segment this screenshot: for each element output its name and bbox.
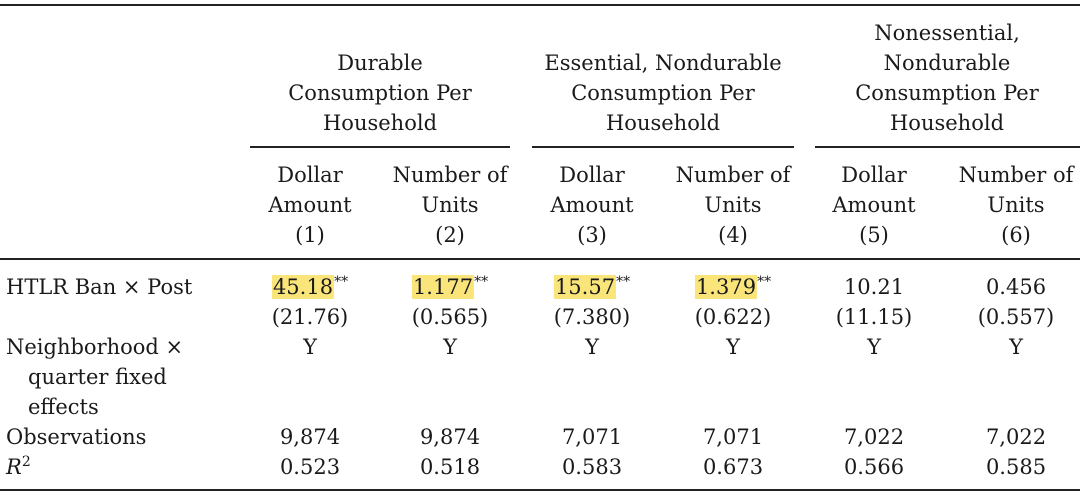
group-header-3-line-4: Household	[889, 111, 1005, 135]
significance-stars: **	[757, 274, 772, 290]
col-4-header-line-3: (4)	[718, 223, 748, 247]
obs-cell-5: 7,022	[843, 425, 905, 449]
fe-cell-6: Y	[1009, 335, 1023, 359]
row-label-observations: Observations	[6, 425, 147, 449]
group-header-2-line-3: Household	[605, 111, 721, 135]
row-label-fe-line-3: effects	[28, 395, 99, 419]
col-5-header-line-2: Amount	[832, 193, 916, 217]
fe-cell-2: Y	[443, 335, 457, 359]
col-4-header-line-2: Units	[704, 193, 762, 217]
row-label-fe-line-2: quarter fixed	[28, 365, 167, 389]
r-squared-exponent: 2	[21, 454, 31, 470]
col-2-header-line-3: (2)	[435, 223, 465, 247]
group-rule-3	[815, 146, 1080, 148]
coef-value: 1.177	[411, 275, 475, 299]
r2-cell-3: 0.583	[561, 455, 623, 479]
col-3-header-line-3: (3)	[577, 223, 607, 247]
obs-cell-3: 7,071	[561, 425, 623, 449]
coef-value: 45.18	[271, 275, 335, 299]
r2-cell-5: 0.566	[843, 455, 905, 479]
col-4-header-line-1: Number of	[675, 163, 791, 187]
group-rule-1	[250, 146, 510, 148]
col-2-header-line-2: Units	[421, 193, 479, 217]
group-header-1-line-1: Durable	[337, 51, 423, 75]
col-2-header-line-1: Number of	[392, 163, 508, 187]
group-header-2-line-1: Essential, Nondurable	[544, 51, 782, 75]
col-6-header-line-2: Units	[987, 193, 1045, 217]
row-label-htlr: HTLR Ban × Post	[6, 275, 193, 299]
fe-cell-3: Y	[585, 335, 599, 359]
significance-stars: **	[616, 274, 631, 290]
fe-cell-5: Y	[867, 335, 881, 359]
coef-value: 15.57	[553, 275, 617, 299]
col-6-header-line-1: Number of	[958, 163, 1074, 187]
obs-cell-6: 7,022	[985, 425, 1047, 449]
obs-cell-4: 7,071	[702, 425, 764, 449]
coef-value: 0.456	[985, 275, 1047, 299]
r-symbol: R	[6, 455, 22, 479]
fe-cell-4: Y	[726, 335, 740, 359]
coef-value: 10.21	[843, 275, 905, 299]
group-header-1-line-3: Household	[322, 111, 438, 135]
group-header-1-line-2: Consumption Per	[288, 81, 472, 105]
col-3-header-line-2: Amount	[550, 193, 634, 217]
row-label-r-squared: R2	[6, 452, 31, 482]
col-5-header-line-3: (5)	[859, 223, 889, 247]
obs-cell-1: 9,874	[279, 425, 341, 449]
header-bottom-rule	[0, 258, 1080, 260]
top-rule	[0, 4, 1080, 6]
r2-cell-2: 0.518	[419, 455, 481, 479]
se-cell-5: (11.15)	[835, 305, 913, 329]
row-label-fe-line-1: Neighborhood ×	[6, 335, 184, 359]
group-header-3-line-1: Nonessential,	[874, 21, 1020, 45]
bottom-rule	[0, 489, 1080, 491]
group-rule-2	[532, 146, 794, 148]
se-cell-2: (0.565)	[411, 305, 489, 329]
coef-cell-1: 45.18**	[271, 272, 349, 302]
group-header-3-line-2: Nondurable	[883, 51, 1011, 75]
col-1-header-line-1: Dollar	[277, 163, 343, 187]
col-5-header-line-1: Dollar	[841, 163, 907, 187]
obs-cell-2: 9,874	[419, 425, 481, 449]
r2-cell-4: 0.673	[702, 455, 764, 479]
col-6-header-line-3: (6)	[1001, 223, 1031, 247]
se-cell-4: (0.622)	[694, 305, 772, 329]
coef-cell-5: 10.21	[844, 272, 904, 302]
coef-value: 1.379	[694, 275, 758, 299]
coef-cell-2: 1.177**	[411, 272, 489, 302]
col-1-header-line-3: (1)	[295, 223, 325, 247]
group-header-2-line-2: Consumption Per	[571, 81, 755, 105]
se-cell-6: (0.557)	[977, 305, 1055, 329]
coef-cell-4: 1.379**	[694, 272, 772, 302]
fe-cell-1: Y	[303, 335, 317, 359]
group-header-3-line-3: Consumption Per	[855, 81, 1039, 105]
coef-cell-3: 15.57**	[553, 272, 631, 302]
col-1-header-line-2: Amount	[268, 193, 352, 217]
r2-cell-6: 0.585	[985, 455, 1047, 479]
coef-cell-6: 0.456	[986, 272, 1046, 302]
significance-stars: **	[334, 274, 349, 290]
r2-cell-1: 0.523	[279, 455, 341, 479]
significance-stars: **	[474, 274, 489, 290]
se-cell-1: (21.76)	[271, 305, 349, 329]
se-cell-3: (7.380)	[553, 305, 631, 329]
col-3-header-line-1: Dollar	[559, 163, 625, 187]
